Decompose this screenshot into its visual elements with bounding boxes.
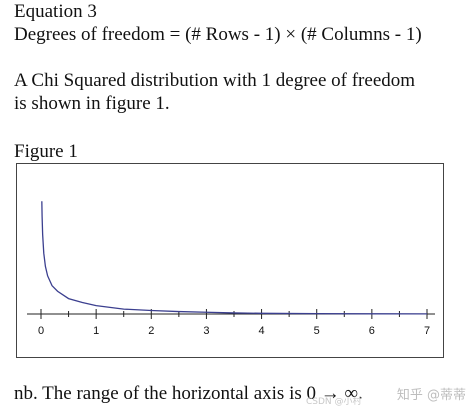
x-tick-label-2: 2 [148,325,154,337]
x-tick-label-6: 6 [369,325,375,337]
watermark-sub: CSDN @小村 [306,397,362,407]
x-tick-label-0: 0 [38,325,44,337]
x-tick-label-7: 7 [424,325,430,337]
equation-heading: Equation 3 [14,1,97,22]
watermark: 知乎 @蒂蒂 [396,388,466,403]
x-tick-label-3: 3 [203,325,209,337]
x-tick-label-4: 4 [259,325,265,337]
x-tick-label-1: 1 [93,325,99,337]
chi-squared-plot: 0 1 2 3 4 5 6 7 [27,201,435,337]
figure-label: Figure 1 [14,141,78,162]
figure-1-chart: 0 1 2 3 4 5 6 7 [16,163,444,358]
series-line-0 [41,201,428,315]
dof-formula: Degrees of freedom = (# Rows - 1) × (# C… [14,24,422,45]
description-line-2: is shown in figure 1. [14,93,170,114]
x-tick-label-5: 5 [314,325,320,337]
axis-range-note: nb. The range of the horizontal axis is … [14,383,363,404]
description-line-1: A Chi Squared distribution with 1 degree… [14,70,416,91]
